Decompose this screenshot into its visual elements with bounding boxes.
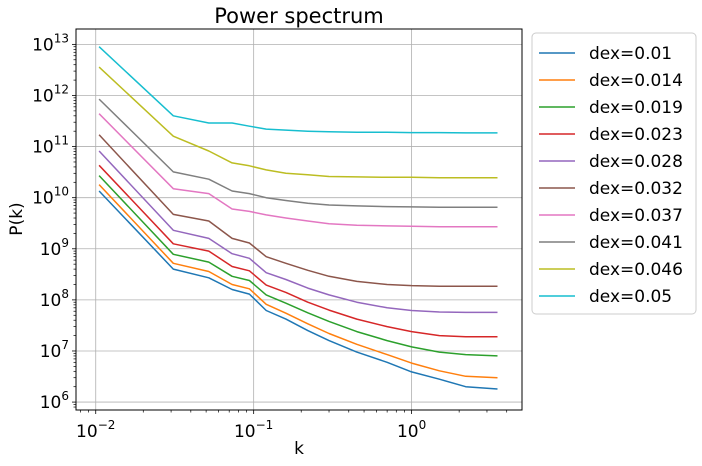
series-line-4 <box>98 150 498 314</box>
y-tick-label: 1011 <box>32 134 69 158</box>
series-line-0 <box>98 190 498 390</box>
legend-label: dex=0.032 <box>589 179 683 199</box>
x-tick-label: 10−1 <box>234 418 273 442</box>
x-tick-base: 10 <box>397 422 419 442</box>
legend-label: dex=0.046 <box>589 260 683 280</box>
legend-label: dex=0.01 <box>589 44 672 64</box>
legend-label: dex=0.05 <box>589 287 672 307</box>
x-tick-base: 10 <box>234 422 256 442</box>
legend-label: dex=0.028 <box>589 152 683 172</box>
series-line-9 <box>98 46 498 134</box>
legend-frame <box>531 32 697 315</box>
y-tick-exponent: 12 <box>54 82 69 96</box>
series-line-1 <box>98 184 498 379</box>
chart-title: Power spectrum <box>214 4 384 28</box>
y-tick-label: 1012 <box>32 82 69 106</box>
y-tick-exponent: 11 <box>54 134 69 148</box>
y-tick-exponent: 6 <box>61 389 69 403</box>
plot-area-frame <box>75 28 523 411</box>
legend-items: dex=0.01 dex=0.014 dex=0.019 dex=0.023 dex=0… <box>539 44 683 307</box>
x-tick-exponent: −1 <box>256 418 274 432</box>
y-tick-label: 106 <box>40 389 69 413</box>
x-axis-label: k <box>294 439 304 459</box>
y-tick-base: 10 <box>40 240 62 260</box>
legend-label: dex=0.014 <box>589 71 683 91</box>
y-axis-label: P(k) <box>7 202 27 235</box>
series-line-7 <box>98 98 498 208</box>
x-tick-exponent: 0 <box>419 418 427 432</box>
y-tick-base: 10 <box>32 35 54 55</box>
y-tick-label: 107 <box>40 338 69 362</box>
y-tick-exponent: 8 <box>61 287 69 301</box>
series-line-6 <box>98 113 498 228</box>
x-tick-label: 100 <box>397 418 426 442</box>
legend-label: dex=0.041 <box>589 233 683 253</box>
series-lines <box>98 46 498 390</box>
legend-label: dex=0.019 <box>589 98 683 118</box>
legend-label: dex=0.037 <box>589 206 683 226</box>
x-tick-exponent: −2 <box>98 418 116 432</box>
y-tick-base: 10 <box>32 189 54 209</box>
y-tick-base: 10 <box>32 86 54 106</box>
series-line-3 <box>98 164 498 338</box>
y-tick-exponent: 7 <box>61 338 69 352</box>
y-tick-exponent: 9 <box>61 236 69 250</box>
y-tick-base: 10 <box>40 342 62 362</box>
series-line-5 <box>98 134 498 287</box>
x-tick-label: 10−2 <box>76 418 115 442</box>
y-tick-label: 1013 <box>32 31 69 55</box>
y-tick-base: 10 <box>32 138 54 158</box>
y-tick-base: 10 <box>40 291 62 311</box>
legend-label: dex=0.023 <box>589 125 683 145</box>
y-tick-base: 10 <box>40 393 62 413</box>
series-line-2 <box>98 175 498 357</box>
legend: dex=0.01 dex=0.014 dex=0.019 dex=0.023 dex=0… <box>531 32 697 315</box>
y-tick-label: 108 <box>40 287 69 311</box>
y-tick-label: 109 <box>40 236 69 260</box>
y-tick-label: 1010 <box>32 185 69 209</box>
y-tick-exponent: 10 <box>54 185 69 199</box>
grid <box>76 29 522 410</box>
x-tick-base: 10 <box>76 422 98 442</box>
y-tick-exponent: 13 <box>54 31 69 45</box>
series-line-8 <box>98 66 498 179</box>
